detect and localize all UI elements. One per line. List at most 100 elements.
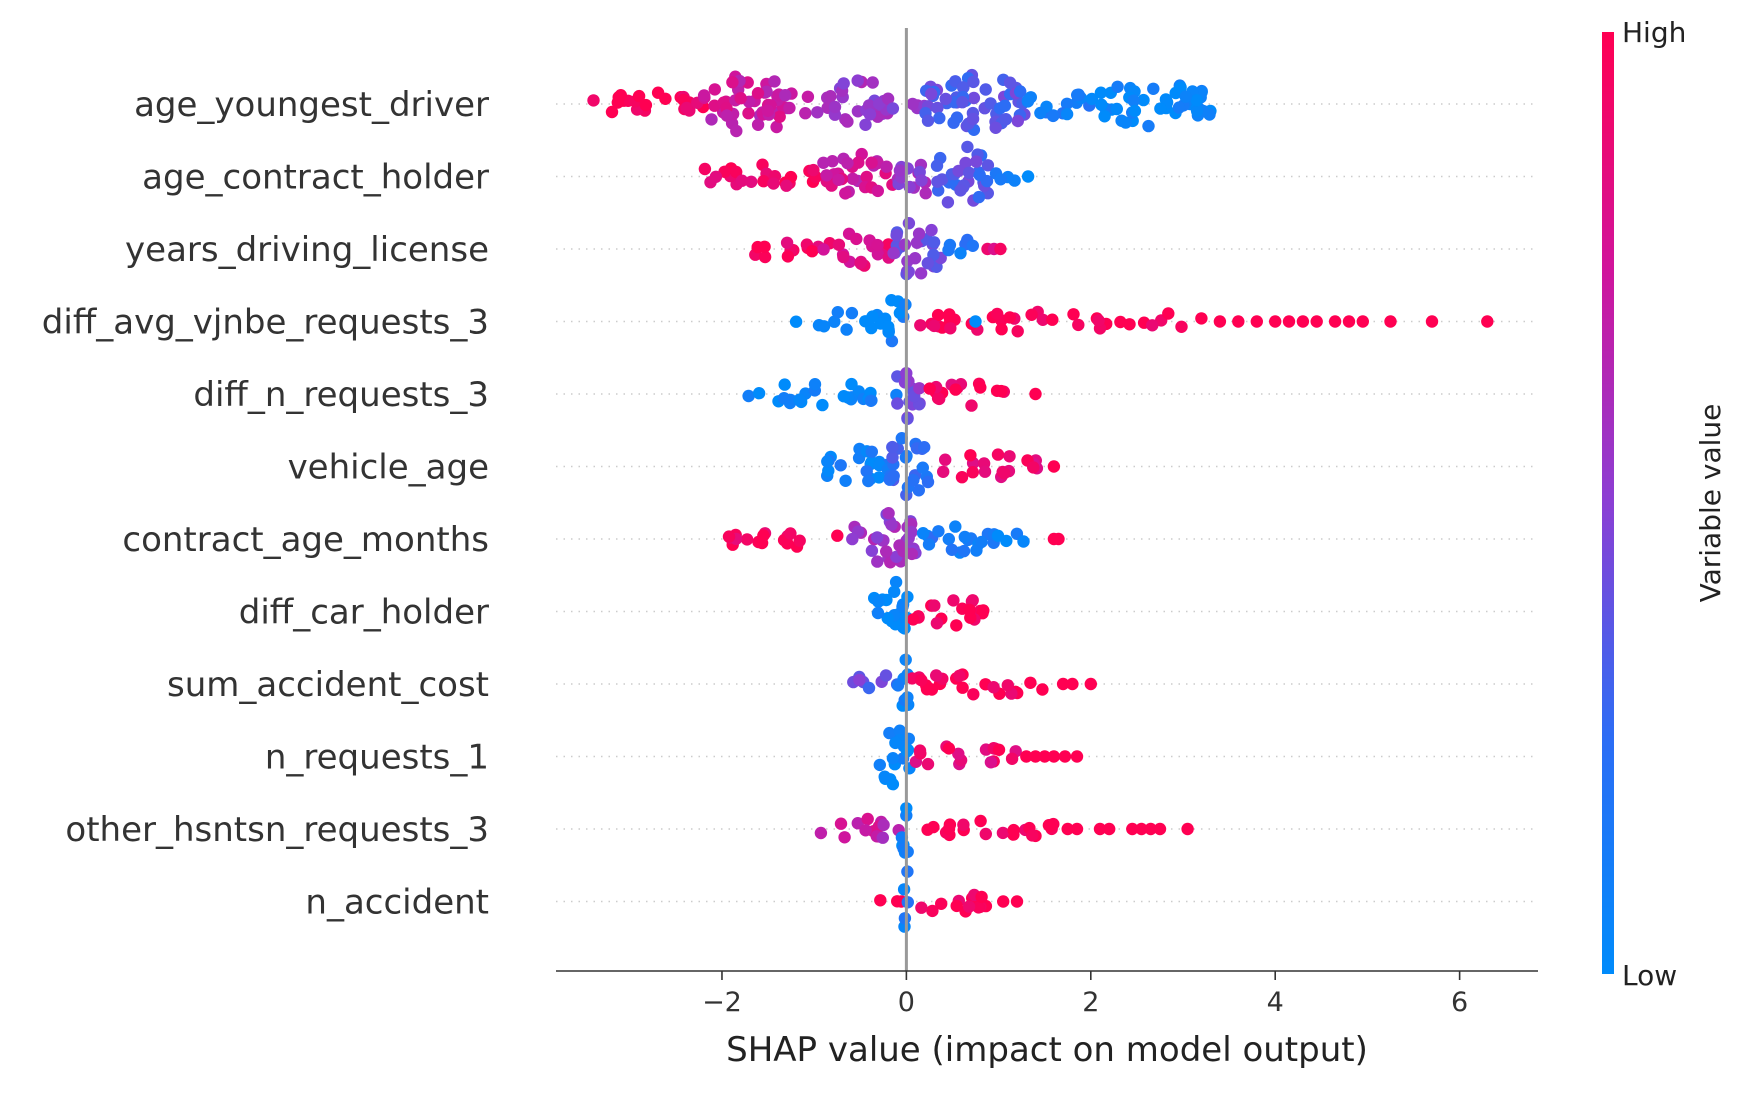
shap-point	[1021, 94, 1035, 107]
shap-outlier-point	[1269, 315, 1282, 328]
shap-point	[972, 190, 986, 204]
shap-point	[704, 176, 717, 189]
shap-point	[1046, 313, 1059, 326]
shap-point	[893, 164, 907, 177]
shap-outlier-point	[1356, 315, 1370, 328]
shap-point	[824, 90, 837, 103]
shap-point	[890, 229, 903, 242]
shap-point	[974, 814, 987, 828]
shap-point	[928, 599, 941, 612]
shap-point	[862, 681, 876, 695]
shap-point	[837, 390, 850, 403]
shap-point	[902, 217, 916, 230]
shap-point	[930, 669, 943, 682]
shap-point	[1119, 116, 1132, 129]
shap-point	[887, 469, 900, 483]
shap-point	[931, 308, 945, 322]
shap-point	[921, 257, 934, 270]
shap-point	[828, 100, 842, 114]
shap-point	[955, 471, 969, 484]
shap-point	[651, 86, 665, 99]
shap-point	[931, 392, 945, 405]
shap-point	[757, 175, 770, 188]
shap-point	[1190, 94, 1204, 107]
shap-point	[1110, 102, 1124, 116]
shap-outlier-point	[994, 242, 1007, 256]
shap-point	[871, 238, 884, 252]
colorbar-gradient	[1602, 32, 1614, 974]
shap-outlier-point	[1070, 750, 1084, 763]
shap-point	[979, 83, 992, 96]
shap-point	[961, 140, 974, 154]
shap-point	[957, 818, 970, 831]
shap-point	[912, 484, 925, 497]
shap-point	[990, 384, 1004, 397]
shap-point	[1001, 679, 1014, 692]
shap-point	[915, 174, 928, 187]
shap-point	[846, 172, 859, 185]
shap-point	[913, 382, 926, 395]
shap-point	[930, 159, 944, 172]
shap-point	[814, 826, 828, 840]
shap-point	[1027, 461, 1040, 474]
shap-point	[817, 243, 830, 256]
shap-point	[956, 96, 969, 109]
shap-point	[879, 669, 893, 682]
shap-point	[1003, 311, 1016, 324]
shap-point	[862, 474, 875, 488]
shap-point	[942, 742, 956, 755]
shap-point	[1154, 102, 1167, 115]
shap-point	[861, 812, 874, 826]
shap-point	[1098, 110, 1111, 123]
shap-point	[908, 252, 922, 265]
shap-point	[865, 156, 878, 169]
shap-point	[752, 387, 766, 400]
shap-point	[950, 111, 964, 124]
shap-point	[871, 248, 885, 261]
colorbar-high-label: High	[1622, 16, 1686, 49]
x-tick-label: 0	[898, 987, 915, 1018]
shap-point	[871, 555, 884, 568]
shap-outlier-point	[1029, 750, 1042, 763]
shap-point	[1005, 752, 1019, 765]
shap-point	[967, 75, 980, 89]
shap-point	[1011, 325, 1024, 338]
shap-point	[789, 315, 803, 328]
x-tick-label: 6	[1451, 987, 1468, 1018]
shap-point	[805, 245, 819, 258]
shap-point	[1162, 307, 1175, 320]
shap-point	[841, 115, 854, 128]
shap-point	[874, 894, 887, 907]
shap-point	[808, 378, 822, 391]
shap-point	[758, 250, 772, 264]
shap-outlier-point	[997, 895, 1010, 908]
shap-outlier-point	[1425, 315, 1439, 328]
shap-point	[1024, 676, 1037, 689]
shap-point	[837, 77, 850, 90]
shap-point	[937, 465, 950, 478]
shap-point	[954, 184, 967, 197]
shap-point	[930, 617, 944, 630]
shap-point	[720, 109, 734, 122]
shap-point	[1142, 119, 1155, 133]
shap-point	[859, 824, 872, 837]
shap-point	[1172, 101, 1186, 114]
shap-outlier-point	[1047, 750, 1061, 763]
shap-point	[915, 673, 928, 687]
shap-point	[975, 535, 988, 549]
shap-outlier-point	[1126, 822, 1139, 836]
shap-point	[742, 107, 755, 120]
shap-point	[1036, 683, 1049, 696]
shap-point	[931, 101, 944, 115]
shap-point	[891, 397, 904, 410]
shap-point	[991, 307, 1004, 321]
shap-point	[1003, 76, 1017, 89]
shap-point	[886, 102, 900, 115]
shap-point	[767, 177, 780, 190]
shap-point	[860, 465, 873, 478]
shap-point	[972, 901, 985, 914]
shap-point	[889, 575, 903, 589]
shap-outlier-point	[1213, 315, 1227, 328]
shap-point	[962, 900, 976, 913]
shap-point	[912, 227, 926, 240]
